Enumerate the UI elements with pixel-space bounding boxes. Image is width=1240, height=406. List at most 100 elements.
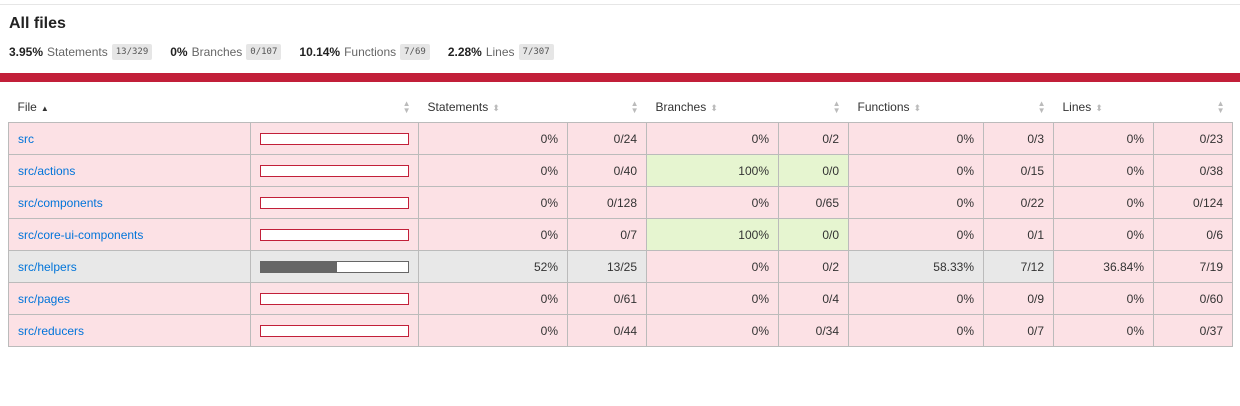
statements-pct: 0% (418, 154, 568, 187)
sort-icon: ⬍ (1095, 103, 1103, 113)
lines-frac: 0/6 (1153, 218, 1233, 251)
coverage-bar-cell (250, 122, 419, 155)
table-row: src/components 0% 0/128 0% 0/65 0% 0/22 … (8, 186, 1233, 219)
top-divider (0, 4, 1240, 5)
summary-fraction: 7/69 (400, 44, 430, 60)
summary-pct: 0% (170, 45, 188, 59)
file-link[interactable]: src (18, 131, 34, 146)
statements-pct: 0% (418, 282, 568, 315)
coverage-bar (260, 292, 409, 305)
statements-frac: 0/44 (567, 314, 647, 347)
functions-frac: 0/22 (983, 186, 1054, 219)
header-lines-raw[interactable]: ▲ ▼ (1153, 92, 1233, 123)
branches-frac: 0/4 (778, 282, 849, 315)
coverage-status-bar (0, 73, 1240, 82)
sort-icon: ▲ ▼ (630, 99, 639, 115)
functions-frac: 0/3 (983, 122, 1054, 155)
coverage-bar-cell (250, 186, 419, 219)
lines-pct: 0% (1053, 282, 1154, 315)
branches-pct: 0% (646, 250, 779, 283)
table-row: src/core-ui-components 0% 0/7 100% 0/0 0… (8, 218, 1233, 251)
file-cell: src/components (8, 186, 251, 219)
file-cell: src (8, 122, 251, 155)
header-branches-raw[interactable]: ▲ ▼ (778, 92, 849, 123)
header-lines[interactable]: Lines ⬍ (1053, 92, 1154, 123)
header-functions-raw[interactable]: ▲ ▼ (983, 92, 1054, 123)
statements-pct: 0% (418, 314, 568, 347)
coverage-bar-cell (250, 250, 419, 283)
statements-pct: 0% (418, 186, 568, 219)
lines-frac: 7/19 (1153, 250, 1233, 283)
file-link[interactable]: src/components (18, 195, 103, 210)
branches-pct: 100% (646, 154, 779, 187)
functions-pct: 0% (848, 186, 984, 219)
sort-icon: ▲ ▼ (1216, 99, 1225, 115)
functions-pct: 0% (848, 218, 984, 251)
summary-label: Statements (47, 45, 108, 59)
functions-frac: 0/1 (983, 218, 1054, 251)
coverage-bar (260, 260, 409, 273)
coverage-bar (260, 228, 409, 241)
functions-pct: 58.33% (848, 250, 984, 283)
lines-frac: 0/38 (1153, 154, 1233, 187)
branches-pct: 0% (646, 186, 779, 219)
summary-label: Functions (344, 45, 397, 59)
statements-pct: 0% (418, 218, 568, 251)
branches-pct: 100% (646, 218, 779, 251)
sort-icon: ▲ ▼ (402, 99, 411, 115)
file-link[interactable]: src/actions (18, 163, 76, 178)
functions-pct: 0% (848, 122, 984, 155)
page-header: All files 3.95% Statements 13/329 0% Bra… (9, 14, 1240, 61)
summary-fraction: 13/329 (111, 44, 153, 60)
coverage-bar-fill (261, 261, 338, 272)
header-functions[interactable]: Functions ⬍ (848, 92, 984, 123)
lines-pct: 0% (1053, 314, 1154, 347)
header-statements[interactable]: Statements ⬍ (418, 92, 568, 123)
header-branches[interactable]: Branches ⬍ (646, 92, 779, 123)
file-link[interactable]: src/core-ui-components (18, 227, 144, 242)
file-cell: src/pages (8, 282, 251, 315)
header-file-bar[interactable]: ▲ ▼ (250, 92, 419, 123)
lines-pct: 36.84% (1053, 250, 1154, 283)
file-link[interactable]: src/reducers (18, 323, 85, 338)
branches-frac: 0/2 (778, 250, 849, 283)
coverage-bar (260, 196, 409, 209)
coverage-bar-cell (250, 218, 419, 251)
file-link[interactable]: src/helpers (18, 259, 77, 274)
functions-frac: 7/12 (983, 250, 1054, 283)
functions-pct: 0% (848, 314, 984, 347)
summary-pct: 3.95% (9, 45, 44, 59)
file-link[interactable]: src/pages (18, 291, 71, 306)
sort-icon: ⬍ (492, 103, 500, 113)
sort-icon: ⬍ (913, 103, 922, 113)
summary-functions: 10.14% Functions 7/69 (299, 44, 430, 60)
statements-frac: 13/25 (567, 250, 647, 283)
table-row: src/reducers 0% 0/44 0% 0/34 0% 0/7 0% 0… (8, 314, 1233, 347)
branches-frac: 0/0 (778, 218, 849, 251)
coverage-bar (260, 132, 409, 145)
table-row: src/actions 0% 0/40 100% 0/0 0% 0/15 0% … (8, 154, 1233, 187)
header-file[interactable]: File ▲ (8, 92, 251, 123)
lines-pct: 0% (1053, 218, 1154, 251)
functions-pct: 0% (848, 154, 984, 187)
branches-frac: 0/65 (778, 186, 849, 219)
table-header-row: File ▲ ▲ ▼ Statements ⬍ ▲ ▼ Branches ⬍ ▲ ▼ Fun… (8, 92, 1233, 123)
lines-frac: 0/124 (1153, 186, 1233, 219)
summary-pct: 10.14% (299, 45, 341, 59)
page-title: All files (9, 15, 66, 32)
summary-branches: 0% Branches 0/107 (170, 44, 282, 60)
header-statements-raw[interactable]: ▲ ▼ (567, 92, 647, 123)
sort-icon: ▲ ▼ (832, 99, 841, 115)
table-row: src/helpers 52% 13/25 0% 0/2 58.33% 7/12… (8, 250, 1233, 283)
branches-pct: 0% (646, 314, 779, 347)
functions-frac: 0/9 (983, 282, 1054, 315)
coverage-bar (260, 164, 409, 177)
lines-pct: 0% (1053, 154, 1154, 187)
table-row: src/pages 0% 0/61 0% 0/4 0% 0/9 0% 0/60 (8, 282, 1233, 315)
statements-frac: 0/61 (567, 282, 647, 315)
lines-frac: 0/37 (1153, 314, 1233, 347)
statements-pct: 52% (418, 250, 568, 283)
sort-ascending-icon: ▲ (40, 104, 49, 113)
summary-fraction: 7/307 (518, 44, 554, 60)
summary-lines: 2.28% Lines 7/307 (448, 44, 554, 60)
